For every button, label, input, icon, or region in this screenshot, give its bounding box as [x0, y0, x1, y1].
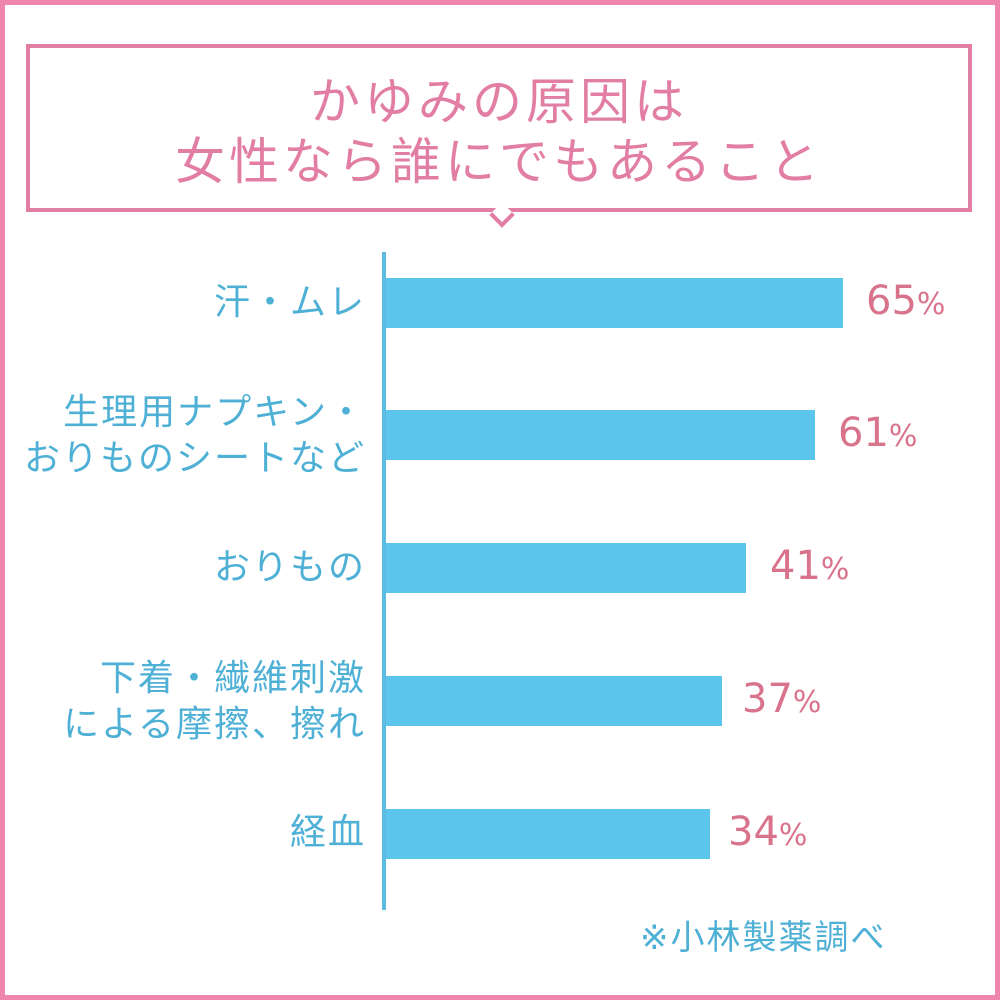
category-label-line: 生理用ナプキン・: [63, 392, 366, 433]
value-label: 41%: [770, 541, 849, 595]
category-label-line: 下着・繊維刺激: [99, 658, 366, 699]
category-label-line: による摩擦、擦れ: [63, 704, 366, 745]
percent-symbol: %: [888, 419, 918, 454]
percent-symbol: %: [778, 818, 808, 853]
category-label: 汗・ムレ: [214, 280, 366, 326]
percent-symbol: %: [792, 685, 822, 720]
bar: [386, 543, 746, 593]
category-label: 生理用ナプキン・ おりものシートなど: [24, 390, 366, 482]
value-number: 37: [742, 676, 793, 722]
title-box: かゆみの原因は 女性なら誰にでもあること: [26, 44, 972, 212]
value-number: 61: [838, 410, 889, 456]
category-label: 下着・繊維刺激 による摩擦、擦れ: [63, 656, 366, 748]
value-number: 41: [770, 543, 821, 589]
percent-symbol: %: [820, 552, 850, 587]
value-number: 34: [728, 809, 779, 855]
value-label: 61%: [838, 408, 917, 462]
chart-title-line-2: 女性なら誰にでもあること: [175, 133, 823, 191]
category-label-line: おりもの: [213, 547, 366, 588]
source-footnote: ※小林製薬調べ: [640, 918, 887, 958]
y-axis-line: [382, 252, 386, 910]
bar: [386, 809, 710, 859]
category-label: 経血: [290, 810, 366, 856]
category-label-line: 汗・ムレ: [213, 282, 366, 323]
category-label: おりもの: [214, 545, 366, 591]
value-label: 37%: [742, 674, 821, 728]
value-number: 65: [866, 278, 917, 324]
bar: [386, 676, 722, 726]
bar: [386, 410, 815, 460]
value-label: 65%: [866, 276, 945, 330]
percent-symbol: %: [916, 287, 946, 322]
chart-title-line-1: かゆみの原因は: [310, 73, 688, 131]
category-label-line: 経血: [289, 812, 366, 853]
value-label: 34%: [728, 807, 807, 861]
bar: [386, 278, 843, 328]
category-label-line: おりものシートなど: [23, 438, 366, 479]
